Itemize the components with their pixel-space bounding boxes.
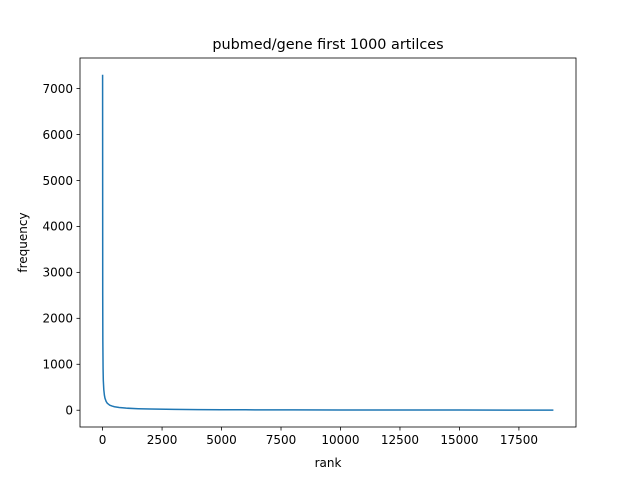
- x-tick-label: 15000: [440, 433, 478, 447]
- x-tick-label: 10000: [321, 433, 359, 447]
- y-tick-label: 4000: [42, 220, 73, 234]
- y-axis: 0 1000 2000 3000 4000 5000 6000 7000: [42, 82, 80, 418]
- x-axis-label: rank: [315, 456, 342, 470]
- x-tick-label: 12500: [381, 433, 419, 447]
- x-tick-label: 2500: [147, 433, 178, 447]
- y-tick-label: 3000: [42, 266, 73, 280]
- y-tick-label: 7000: [42, 82, 73, 96]
- y-axis-label: frequency: [16, 212, 30, 272]
- x-tick-label: 0: [99, 433, 107, 447]
- y-tick-label: 0: [65, 404, 73, 418]
- x-tick-label: 5000: [206, 433, 237, 447]
- y-tick-label: 2000: [42, 312, 73, 326]
- frequency-series-line: [101, 74, 554, 411]
- plot-area: [101, 74, 554, 411]
- y-tick-label: 5000: [42, 174, 73, 188]
- y-tick-label: 1000: [42, 358, 73, 372]
- axes-frame: [79, 57, 577, 428]
- y-tick-label: 6000: [42, 128, 73, 142]
- x-tick-label: 17500: [500, 433, 538, 447]
- x-tick-label: 7500: [266, 433, 297, 447]
- chart-title: pubmed/gene first 1000 artilces: [212, 37, 443, 53]
- x-axis: 0 2500 5000 7500 10000 12500 15000 17500: [99, 427, 538, 447]
